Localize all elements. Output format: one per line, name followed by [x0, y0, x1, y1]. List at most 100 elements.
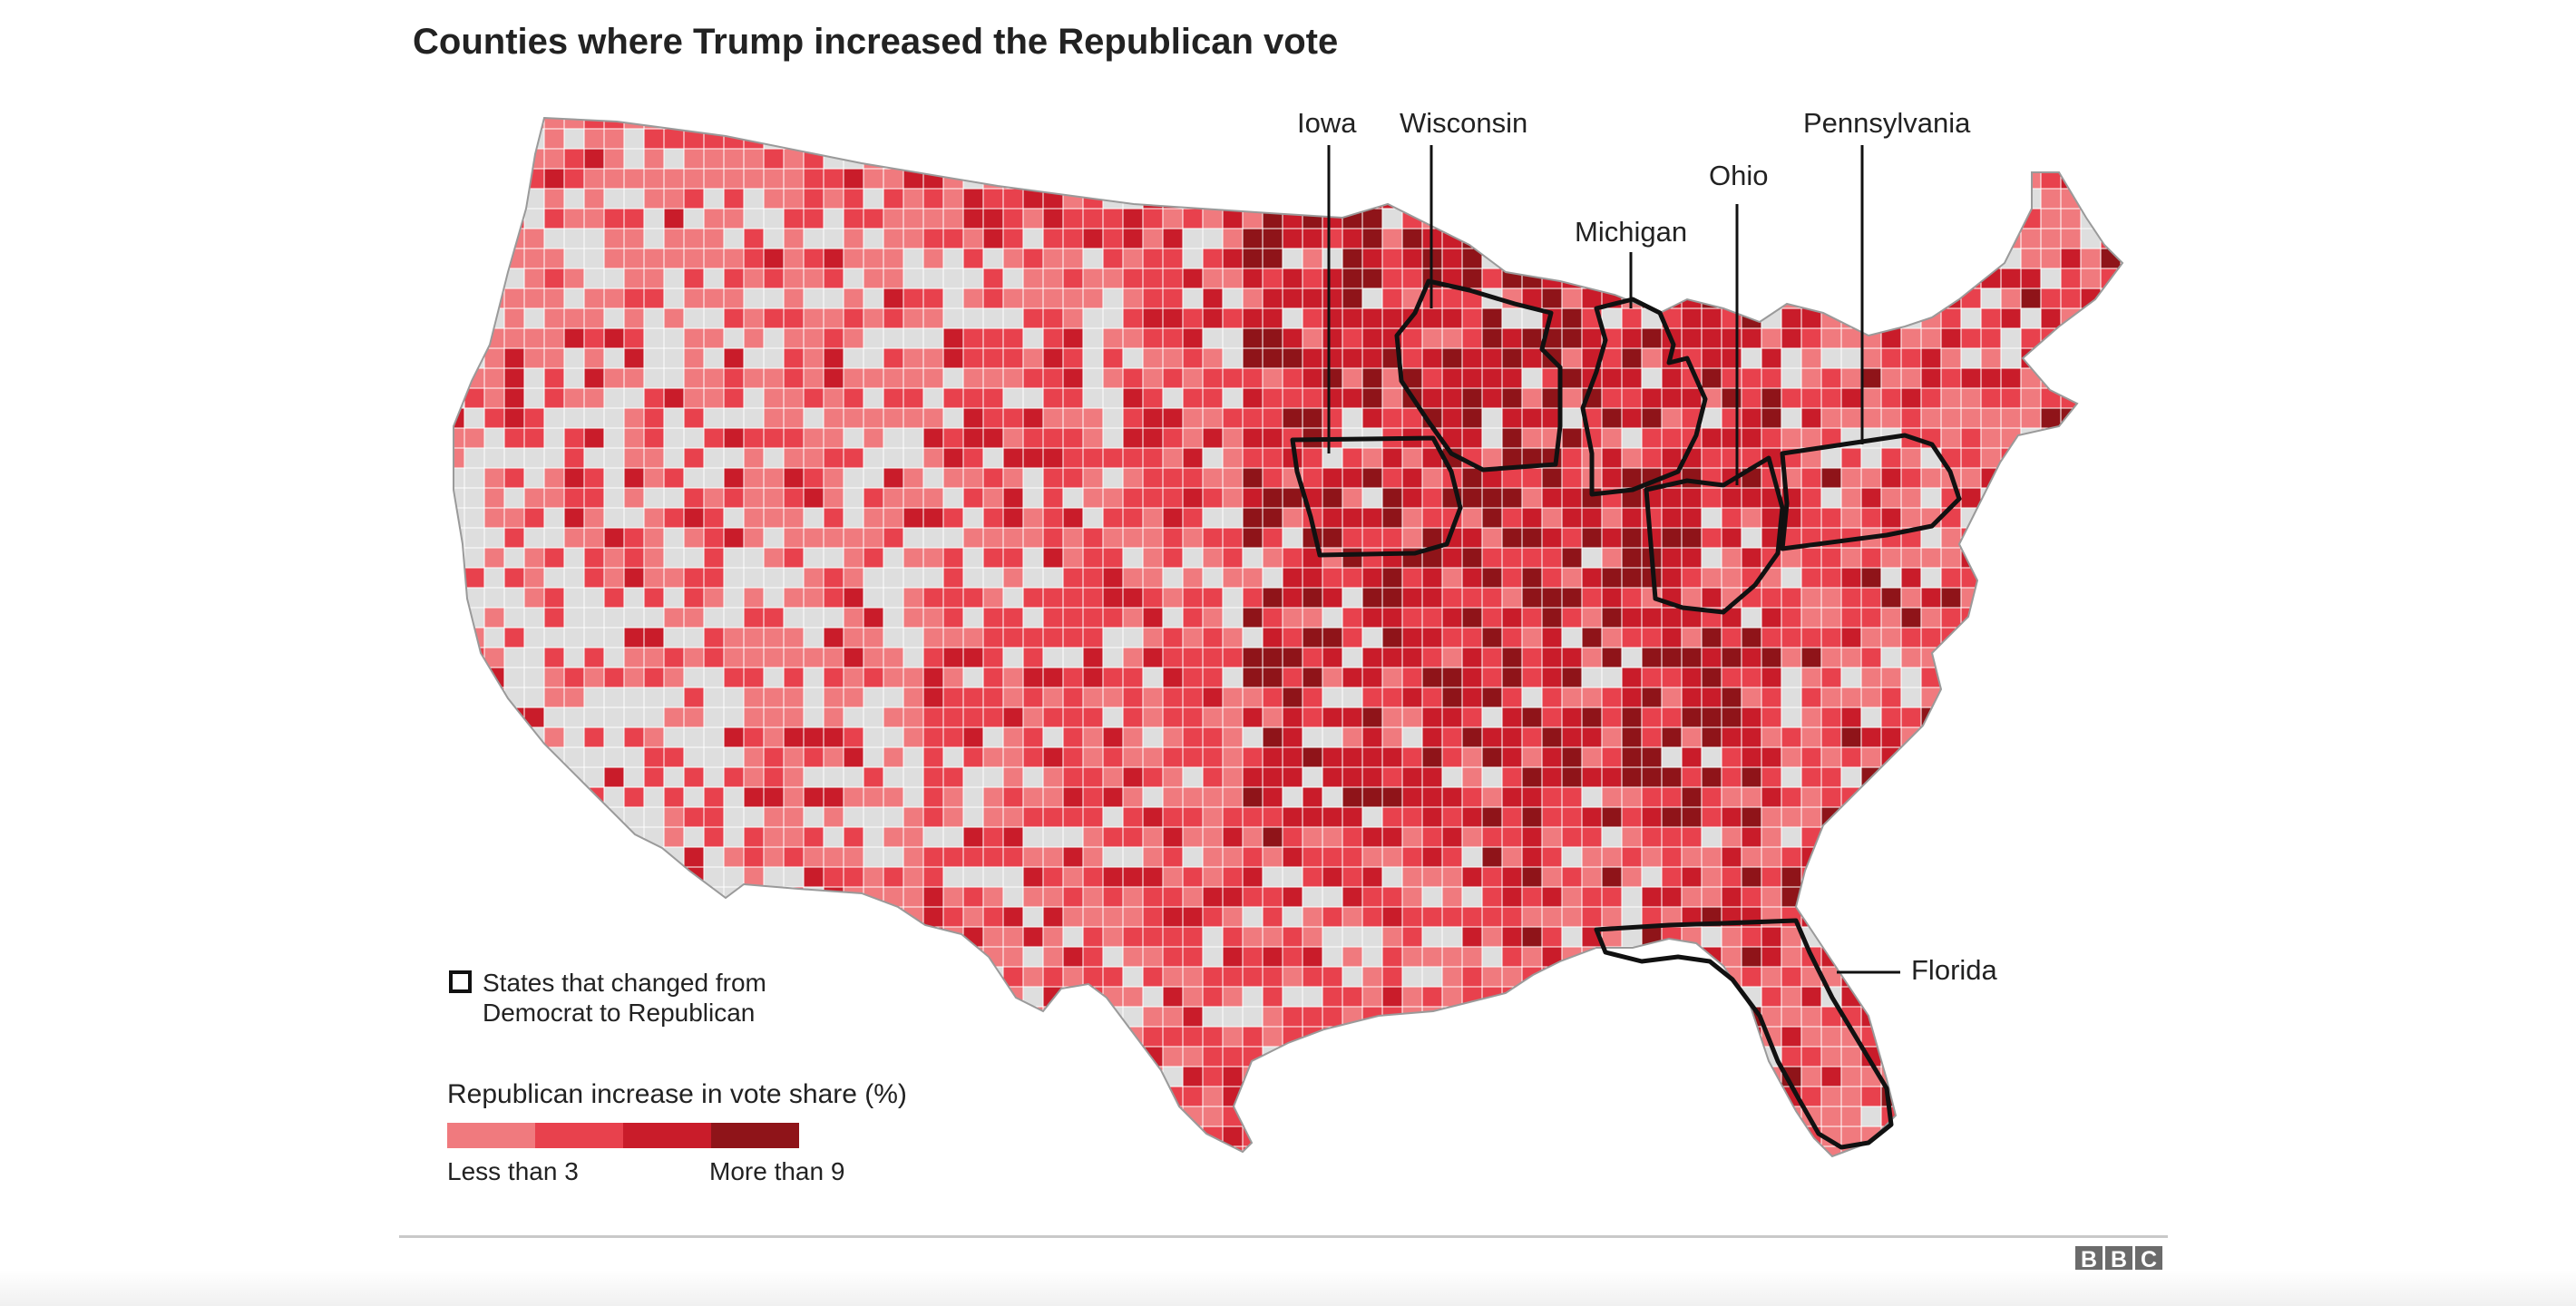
county-cell — [503, 168, 525, 190]
county-cell — [1421, 806, 1443, 828]
county-cell — [1361, 447, 1383, 469]
county-cell — [1202, 288, 1224, 309]
county-cell — [823, 288, 844, 309]
county-cell — [763, 118, 785, 130]
county-cell — [1182, 148, 1204, 170]
county-cell — [1042, 1106, 1064, 1127]
county-cell — [1721, 248, 1742, 269]
county-cell — [454, 228, 465, 249]
county-cell — [1322, 886, 1343, 908]
county-cell — [543, 866, 565, 888]
county-cell — [563, 347, 585, 369]
county-cell — [2040, 946, 2062, 968]
county-cell — [1721, 726, 1742, 748]
county-cell — [763, 527, 785, 549]
county-cell — [1501, 786, 1523, 808]
county-cell — [1501, 826, 1523, 848]
county-cell — [603, 148, 625, 170]
county-cell — [623, 527, 645, 549]
county-cell — [783, 208, 805, 229]
county-cell — [1860, 307, 1882, 329]
county-cell — [1641, 118, 1663, 130]
county-cell — [823, 248, 844, 269]
county-cell — [1262, 367, 1283, 389]
county-cell — [1980, 1026, 2002, 1048]
county-cell — [1900, 1106, 1922, 1127]
county-cell — [1002, 587, 1024, 609]
county-cell — [783, 467, 805, 489]
county-cell — [1142, 986, 1164, 1008]
county-cell — [1222, 627, 1244, 648]
county-cell — [1582, 1166, 1602, 1186]
county-cell — [1342, 387, 1363, 409]
county-cell — [1742, 1166, 1761, 1186]
county-cell — [1162, 1066, 1184, 1087]
county-cell — [1022, 148, 1044, 170]
county-cell — [1661, 886, 1683, 908]
county-cell — [1162, 507, 1184, 529]
county-cell — [1262, 118, 1283, 130]
county-cell — [1262, 527, 1283, 549]
county-cell — [1222, 387, 1244, 409]
county-cell — [1381, 1066, 1403, 1087]
county-cell — [1421, 687, 1443, 708]
us-outline — [453, 116, 2124, 1158]
county-cell — [1741, 387, 1762, 409]
ohio-outline — [1644, 455, 1785, 615]
county-cell — [2080, 567, 2102, 589]
county-cell — [1561, 367, 1583, 389]
county-cell — [1202, 128, 1224, 150]
county-cell — [603, 327, 625, 349]
county-cell — [1581, 986, 1603, 1008]
county-cell — [1082, 687, 1104, 708]
county-cell — [1302, 387, 1323, 409]
county-cell — [2040, 188, 2062, 210]
county-cell — [1800, 1026, 1822, 1048]
county-cell — [1940, 647, 1962, 668]
county-cell — [1441, 806, 1463, 828]
county-cell — [483, 188, 505, 210]
county-cell — [2060, 906, 2082, 928]
county-cell — [1900, 288, 1922, 309]
county-cell — [1920, 926, 1942, 948]
county-cell — [1561, 966, 1583, 988]
county-cell — [1800, 587, 1822, 609]
scale-swatch-4 — [711, 1123, 799, 1148]
county-cell — [1501, 906, 1523, 928]
county-cell — [2080, 487, 2102, 509]
county-cell — [1581, 627, 1603, 648]
county-cell — [1162, 866, 1184, 888]
county-cell — [1761, 926, 1782, 948]
county-cell — [1741, 327, 1762, 349]
county-cell — [503, 148, 525, 170]
county-cell — [803, 746, 825, 768]
county-cell — [1022, 846, 1044, 868]
county-cell — [583, 1046, 605, 1067]
county-cell — [1920, 627, 1942, 648]
county-cell — [623, 766, 645, 788]
county-cell — [942, 627, 964, 648]
county-cell — [2080, 1046, 2102, 1067]
county-cell — [1860, 367, 1882, 389]
county-cell — [803, 647, 825, 668]
county-cell — [1641, 687, 1663, 708]
county-cell — [1781, 707, 1802, 728]
county-cell — [1162, 487, 1184, 509]
county-cell — [823, 507, 844, 529]
county-cell — [1980, 467, 2002, 489]
county-cell — [503, 307, 525, 329]
county-cell — [1781, 587, 1802, 609]
county-cell — [543, 1046, 565, 1067]
county-cell — [922, 607, 944, 629]
county-cell — [2100, 627, 2122, 648]
county-cell — [1581, 148, 1603, 170]
county-cell — [803, 826, 825, 848]
county-cell — [1042, 826, 1064, 848]
county-cell — [1262, 208, 1283, 229]
county-cell — [2000, 946, 2022, 968]
county-cell — [603, 367, 625, 389]
county-cell — [1481, 946, 1503, 968]
county-cell — [1940, 208, 1962, 229]
county-cell — [523, 208, 545, 229]
county-cell — [1263, 1166, 1283, 1186]
